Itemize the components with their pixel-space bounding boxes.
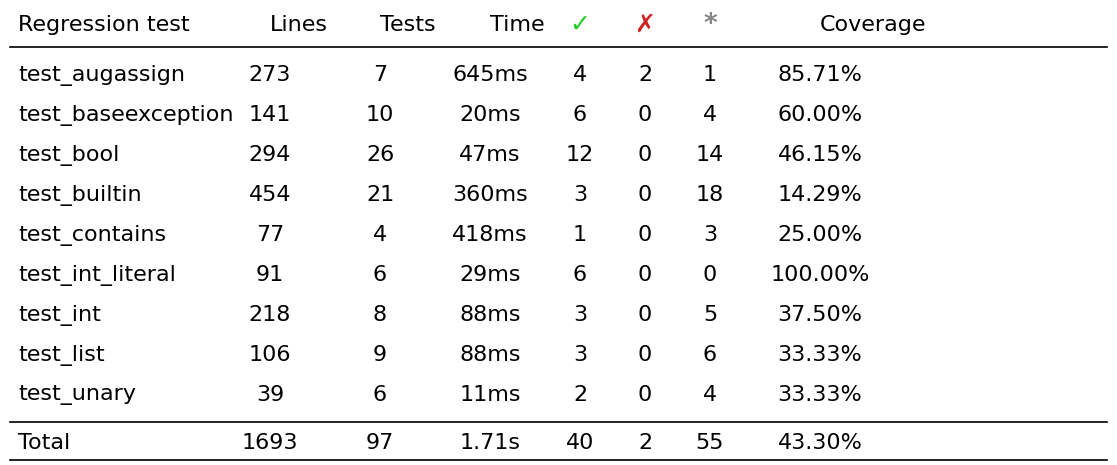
Text: 14.29%: 14.29% [777, 185, 862, 205]
Text: 25.00%: 25.00% [777, 225, 862, 245]
Text: 273: 273 [249, 65, 292, 85]
Text: 294: 294 [249, 145, 292, 165]
Text: 3: 3 [573, 345, 588, 365]
Text: 360ms: 360ms [452, 185, 528, 205]
Text: test_int: test_int [18, 305, 101, 325]
Text: 21: 21 [366, 185, 394, 205]
Text: 0: 0 [638, 185, 652, 205]
Text: 10: 10 [365, 105, 394, 125]
Text: 47ms: 47ms [459, 145, 521, 165]
Text: 37.50%: 37.50% [777, 305, 862, 325]
Text: Coverage: Coverage [820, 15, 926, 35]
Text: 91: 91 [256, 265, 284, 285]
Text: 1: 1 [703, 65, 717, 85]
Text: 0: 0 [638, 145, 652, 165]
Text: test_builtin: test_builtin [18, 185, 142, 206]
Text: 6: 6 [703, 345, 717, 365]
Text: 141: 141 [249, 105, 292, 125]
Text: 97: 97 [366, 433, 394, 453]
Text: 6: 6 [573, 105, 588, 125]
Text: 88ms: 88ms [459, 345, 521, 365]
Text: 43.30%: 43.30% [777, 433, 862, 453]
Text: 0: 0 [638, 105, 652, 125]
Text: 106: 106 [249, 345, 292, 365]
Text: 11ms: 11ms [459, 385, 521, 405]
Text: test_contains: test_contains [18, 225, 166, 246]
Text: 3: 3 [573, 185, 588, 205]
Text: 7: 7 [373, 65, 388, 85]
Text: 3: 3 [703, 225, 717, 245]
Text: Lines: Lines [270, 15, 328, 35]
Text: ✗: ✗ [634, 13, 656, 37]
Text: 1.71s: 1.71s [459, 433, 521, 453]
Text: 33.33%: 33.33% [777, 345, 862, 365]
Text: Tests: Tests [380, 15, 436, 35]
Text: 29ms: 29ms [459, 265, 521, 285]
Text: 20ms: 20ms [459, 105, 521, 125]
Text: 218: 218 [249, 305, 292, 325]
Text: 1693: 1693 [241, 433, 298, 453]
Text: Time: Time [490, 15, 545, 35]
Text: 18: 18 [696, 185, 724, 205]
Text: test_int_literal: test_int_literal [18, 265, 175, 286]
Text: *: * [703, 12, 717, 38]
Text: 3: 3 [573, 305, 588, 325]
Text: 8: 8 [373, 305, 388, 325]
Text: test_bool: test_bool [18, 145, 120, 166]
Text: 100.00%: 100.00% [771, 265, 870, 285]
Text: test_list: test_list [18, 345, 105, 365]
Text: 0: 0 [638, 265, 652, 285]
Text: Regression test: Regression test [18, 15, 190, 35]
Text: 0: 0 [638, 305, 652, 325]
Text: test_unary: test_unary [18, 385, 136, 405]
Text: 0: 0 [638, 225, 652, 245]
Text: 77: 77 [256, 225, 284, 245]
Text: 4: 4 [373, 225, 388, 245]
Text: ✓: ✓ [570, 13, 591, 37]
Text: 0: 0 [703, 265, 717, 285]
Text: 40: 40 [566, 433, 594, 453]
Text: 39: 39 [256, 385, 284, 405]
Text: 6: 6 [573, 265, 588, 285]
Text: 9: 9 [373, 345, 388, 365]
Text: 85.71%: 85.71% [777, 65, 862, 85]
Text: 12: 12 [566, 145, 594, 165]
Text: 454: 454 [249, 185, 292, 205]
Text: 14: 14 [696, 145, 724, 165]
Text: 88ms: 88ms [459, 305, 521, 325]
Text: 2: 2 [573, 385, 588, 405]
Text: 6: 6 [373, 265, 388, 285]
Text: 0: 0 [638, 345, 652, 365]
Text: 26: 26 [366, 145, 394, 165]
Text: 6: 6 [373, 385, 388, 405]
Text: 418ms: 418ms [452, 225, 528, 245]
Text: 2: 2 [638, 65, 652, 85]
Text: 60.00%: 60.00% [777, 105, 862, 125]
Text: 46.15%: 46.15% [777, 145, 862, 165]
Text: test_augassign: test_augassign [18, 65, 185, 86]
Text: test_baseexception: test_baseexception [18, 105, 233, 126]
Text: 2: 2 [638, 433, 652, 453]
Text: 55: 55 [696, 433, 724, 453]
Text: 1: 1 [573, 225, 588, 245]
Text: 0: 0 [638, 385, 652, 405]
Text: 33.33%: 33.33% [777, 385, 862, 405]
Text: 5: 5 [703, 305, 717, 325]
Text: 4: 4 [703, 385, 717, 405]
Text: 4: 4 [703, 105, 717, 125]
Text: Total: Total [18, 433, 70, 453]
Text: 4: 4 [573, 65, 588, 85]
Text: 645ms: 645ms [452, 65, 528, 85]
